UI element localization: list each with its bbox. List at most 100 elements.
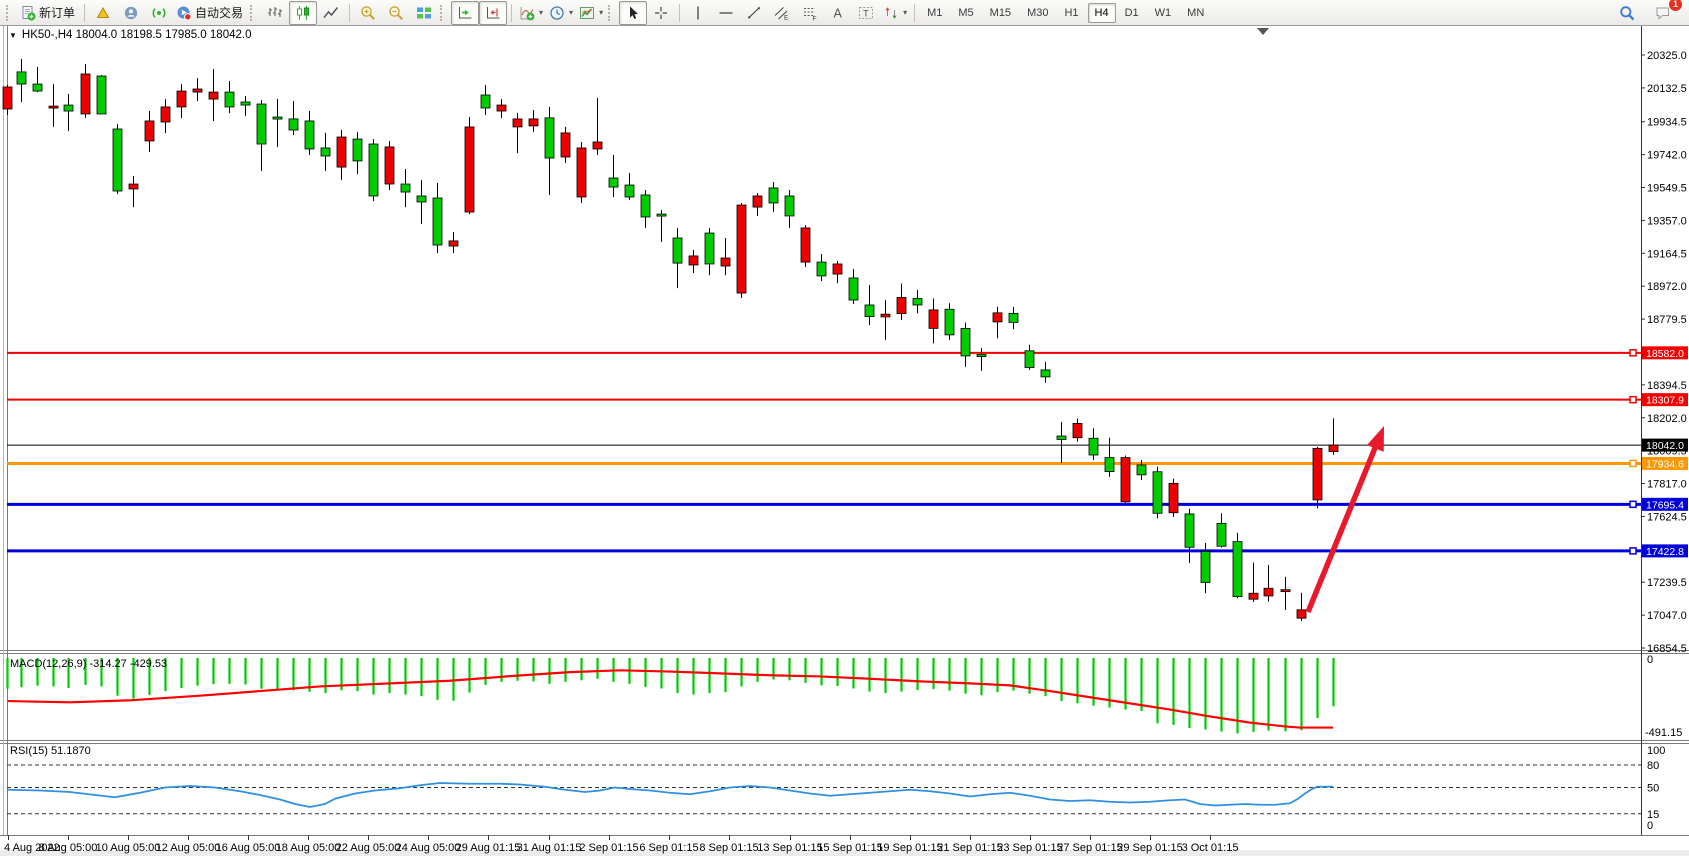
tile-windows-button[interactable] bbox=[410, 1, 438, 25]
line-handle[interactable] bbox=[1629, 395, 1637, 404]
candle bbox=[320, 132, 331, 172]
auto-scroll-button[interactable] bbox=[451, 0, 480, 25]
support-line-1[interactable] bbox=[7, 500, 1641, 509]
label-button[interactable]: T bbox=[852, 1, 880, 25]
channel-button[interactable]: E bbox=[768, 1, 796, 25]
candle bbox=[656, 209, 667, 242]
new-order-button[interactable]: 新订单 bbox=[17, 1, 80, 25]
svg-text:15: 15 bbox=[1647, 809, 1659, 821]
timeframe-mn[interactable]: MN bbox=[1187, 6, 1205, 19]
timeframe-h4[interactable]: H4 bbox=[1087, 2, 1116, 23]
candle bbox=[112, 124, 123, 195]
candle bbox=[63, 93, 74, 132]
fibo-button[interactable]: F bbox=[796, 1, 824, 25]
signals-button[interactable] bbox=[145, 1, 173, 25]
timeframe-m15[interactable]: M15 bbox=[989, 6, 1012, 19]
bar-chart-button[interactable] bbox=[261, 1, 289, 25]
svg-text:18042.0: 18042.0 bbox=[1646, 440, 1684, 452]
candle bbox=[848, 269, 859, 304]
price-badges: 18582.0 18307.9 18042.0 17934.6 17695.4 17422… bbox=[1642, 346, 1688, 558]
community-button[interactable] bbox=[117, 1, 145, 25]
periods-button[interactable]: ▾ bbox=[546, 1, 576, 25]
hline-button[interactable] bbox=[712, 1, 740, 25]
candle bbox=[960, 322, 971, 367]
timeframe-m5[interactable]: M5 bbox=[958, 6, 974, 19]
candle bbox=[448, 232, 459, 254]
zoom-in-button[interactable] bbox=[354, 1, 382, 25]
timeframe-m1[interactable]: M1 bbox=[927, 6, 943, 19]
toolbar-grip[interactable] bbox=[608, 4, 615, 21]
candle bbox=[304, 111, 315, 155]
vline-button[interactable] bbox=[684, 1, 712, 25]
svg-text:12 Aug 05:00: 12 Aug 05:00 bbox=[156, 842, 221, 854]
chart-dropdown-triangle[interactable]: ▼ bbox=[9, 30, 17, 40]
candle bbox=[816, 254, 827, 282]
timeframe-h1[interactable]: H1 bbox=[1064, 6, 1079, 19]
line-handle[interactable] bbox=[1629, 500, 1637, 509]
chart-shift-marker[interactable] bbox=[1257, 28, 1269, 35]
candlestick-button[interactable] bbox=[289, 0, 318, 25]
text-button[interactable]: A bbox=[824, 1, 852, 25]
candle bbox=[160, 99, 171, 134]
timeframe-d1[interactable]: D1 bbox=[1124, 6, 1139, 19]
search-button[interactable] bbox=[1613, 1, 1641, 25]
candle bbox=[1024, 344, 1035, 370]
periods-icon bbox=[549, 5, 565, 21]
candle bbox=[912, 289, 923, 314]
svg-text:17817.0: 17817.0 bbox=[1647, 479, 1687, 491]
candles bbox=[2, 58, 1339, 621]
toolbar-grip[interactable] bbox=[440, 4, 447, 21]
candle bbox=[1328, 418, 1339, 455]
candle bbox=[1296, 592, 1307, 621]
candle bbox=[1248, 562, 1259, 602]
candle bbox=[128, 175, 139, 208]
candle bbox=[928, 298, 939, 344]
pivot-line-orange[interactable] bbox=[7, 459, 1641, 468]
resistance-line-1[interactable] bbox=[7, 349, 1641, 357]
toolbar-separator bbox=[914, 3, 916, 22]
svg-text:E: E bbox=[784, 14, 789, 21]
chevron-down-icon[interactable]: ▾ bbox=[599, 8, 604, 17]
svg-text:29 Sep 01:15: 29 Sep 01:15 bbox=[1117, 842, 1182, 854]
candle bbox=[1184, 508, 1195, 563]
candle bbox=[224, 80, 235, 114]
candle bbox=[352, 132, 363, 175]
svg-text:16854.5: 16854.5 bbox=[1647, 643, 1687, 655]
candle bbox=[336, 130, 347, 181]
metaeditor-button[interactable] bbox=[89, 1, 117, 25]
arrows-button[interactable]: ▾ bbox=[880, 1, 910, 25]
line-handle[interactable] bbox=[1629, 547, 1637, 555]
trendline-button[interactable] bbox=[740, 1, 768, 25]
line-chart-button[interactable] bbox=[317, 1, 345, 25]
timeframe-w1[interactable]: W1 bbox=[1154, 6, 1172, 19]
crosshair-button[interactable] bbox=[647, 1, 675, 25]
cursor-button[interactable] bbox=[619, 0, 648, 25]
svg-text:T: T bbox=[863, 8, 869, 19]
toolbar-grip[interactable] bbox=[6, 4, 13, 21]
resistance-line-2[interactable] bbox=[7, 395, 1641, 404]
svg-text:4 Aug 2022: 4 Aug 2022 bbox=[4, 842, 60, 854]
zoom-out-button[interactable] bbox=[382, 1, 410, 25]
drawn-trend-arrow[interactable] bbox=[1305, 426, 1384, 614]
chevron-down-icon[interactable]: ▾ bbox=[569, 8, 574, 17]
price-lines[interactable] bbox=[7, 349, 1641, 555]
chart-shift-button[interactable] bbox=[479, 0, 508, 25]
hline-icon bbox=[718, 5, 734, 21]
toolbar-grip[interactable] bbox=[250, 4, 257, 21]
svg-text:2 Sep 01:15: 2 Sep 01:15 bbox=[579, 842, 638, 854]
line-chart-icon bbox=[323, 5, 339, 21]
line-handle[interactable] bbox=[1629, 349, 1637, 357]
templates-button[interactable]: ▾ bbox=[576, 1, 606, 25]
line-handle[interactable] bbox=[1629, 459, 1637, 468]
candle bbox=[880, 300, 891, 341]
indicators-button[interactable]: ▾ bbox=[516, 1, 546, 25]
notifications-button[interactable]: 1 bbox=[1649, 0, 1683, 25]
trendline-icon bbox=[746, 5, 762, 21]
chevron-down-icon[interactable]: ▾ bbox=[539, 8, 544, 17]
support-line-2[interactable] bbox=[7, 547, 1641, 555]
timeframe-m30[interactable]: M30 bbox=[1027, 6, 1049, 19]
chevron-down-icon[interactable]: ▾ bbox=[903, 8, 908, 17]
candle bbox=[1280, 576, 1291, 610]
autotrading-button[interactable]: 自动交易 bbox=[173, 1, 248, 25]
